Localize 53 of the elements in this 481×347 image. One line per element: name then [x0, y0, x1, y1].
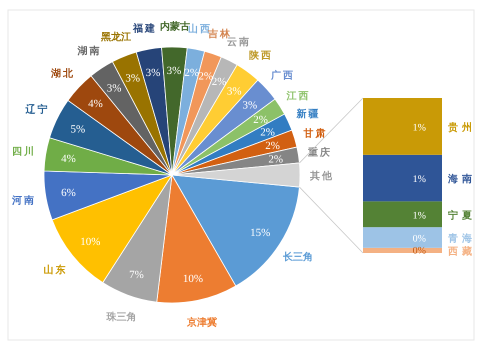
slice-label: 四川: [12, 146, 36, 158]
data-label: 7%: [129, 268, 144, 281]
data-label: 4%: [88, 98, 103, 110]
slice-label: 山东: [43, 264, 68, 276]
slice-label: 新疆: [295, 108, 320, 120]
data-label: 2%: [198, 70, 214, 83]
slice-label: 其他: [308, 170, 334, 182]
slice-label: 福建: [132, 22, 157, 35]
bar: [363, 154, 442, 202]
series-label: 青海: [447, 232, 476, 244]
slice-label: 广西: [270, 70, 296, 82]
data-label: 5%: [70, 124, 86, 136]
data-label: 6%: [61, 187, 76, 200]
bar: [363, 227, 442, 248]
slice-label: 京津冀: [186, 316, 217, 329]
data-label: 2%: [260, 126, 275, 139]
bar: [363, 201, 442, 228]
data-label: 3%: [125, 72, 140, 85]
data-label: 3%: [242, 100, 258, 112]
data-label: 3%: [166, 65, 182, 78]
slice-label: 辽宁: [24, 104, 50, 116]
bar: [363, 98, 442, 155]
slice-label: 云南: [227, 36, 252, 48]
data-label: 1%: [412, 174, 426, 186]
data-label: 10%: [182, 272, 204, 285]
data-label: 1%: [412, 122, 426, 134]
slice-label: 陕西: [248, 49, 273, 62]
data-label: 3%: [146, 66, 160, 79]
series-label: 宁夏: [448, 209, 476, 222]
series-label: 贵州: [447, 121, 476, 134]
slice-label: 重庆: [306, 146, 332, 159]
data-label: 3%: [106, 82, 122, 94]
slice-label: 湖南: [76, 45, 102, 58]
data-label: 3%: [226, 85, 242, 98]
series-label: 西藏: [447, 245, 476, 258]
data-label: 2%: [268, 154, 284, 166]
slice-label: 珠三角: [105, 310, 136, 323]
slice-label: 黑龙江: [100, 31, 131, 44]
data-label: 1%: [412, 210, 426, 222]
slice-label: 江西: [285, 90, 310, 102]
data-label: 0%: [412, 234, 426, 244]
slice-label: 河南: [11, 194, 36, 206]
slice-label: 内蒙古: [160, 20, 190, 32]
slice-label: 湖北: [50, 67, 75, 80]
data-label: 4%: [61, 152, 76, 165]
data-label: 15%: [250, 226, 270, 239]
slice-label: 甘肃: [302, 127, 328, 140]
slice-label: 长三角: [282, 251, 313, 264]
data-label: 2%: [253, 114, 268, 126]
data-label: 10%: [80, 236, 100, 248]
series-label: 海南: [447, 173, 476, 186]
data-label: 2%: [212, 76, 226, 88]
data-label: 2%: [265, 140, 280, 152]
